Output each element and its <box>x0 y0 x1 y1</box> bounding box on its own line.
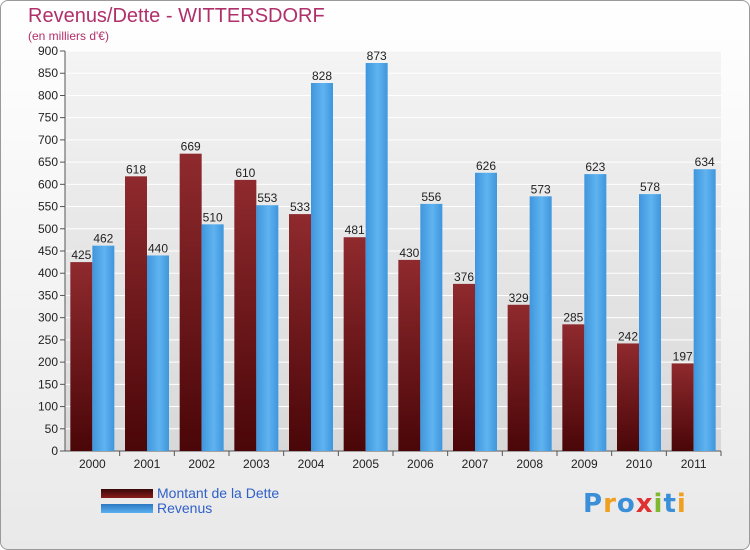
data-label: 376 <box>454 270 474 284</box>
bar-dette <box>617 343 639 451</box>
y-tick-label: 250 <box>38 333 58 347</box>
logo-letter: x <box>635 489 654 519</box>
data-label: 573 <box>531 182 551 196</box>
logo-letter: i <box>653 489 664 519</box>
data-label: 623 <box>585 160 605 174</box>
x-tick-label: 2002 <box>188 457 215 471</box>
x-tick-label: 2009 <box>571 457 598 471</box>
y-tick-label: 0 <box>51 444 58 458</box>
bar-revenus <box>693 169 716 451</box>
bar-revenus <box>529 196 552 451</box>
x-tick-label: 2003 <box>243 457 270 471</box>
y-tick-label: 750 <box>38 111 58 125</box>
y-tick-label: 400 <box>38 266 58 280</box>
data-label: 626 <box>476 159 496 173</box>
bar-revenus <box>475 172 497 451</box>
bar-dette <box>179 153 202 451</box>
y-tick-label: 800 <box>38 88 58 102</box>
bar-revenus <box>92 245 115 451</box>
x-tick-label: 2006 <box>407 457 434 471</box>
logo-letter: i <box>676 489 687 519</box>
y-tick-label: 600 <box>38 177 58 191</box>
bar-dette <box>507 304 530 451</box>
bar-dette <box>453 283 475 451</box>
bar-revenus <box>639 194 661 451</box>
y-tick-label: 450 <box>38 244 58 258</box>
x-tick-label: 2010 <box>626 457 653 471</box>
bar-revenus <box>584 174 607 451</box>
legend-label-dette: Montant de la Dette <box>157 485 280 501</box>
bar-revenus <box>201 224 224 451</box>
y-tick-label: 700 <box>38 133 58 147</box>
data-label: 285 <box>563 310 583 324</box>
bar-dette <box>671 363 694 451</box>
y-tick-label: 500 <box>38 222 58 236</box>
bar-dette <box>70 262 93 451</box>
data-label: 578 <box>640 180 660 194</box>
data-label: 481 <box>345 223 365 237</box>
bar-revenus <box>420 203 443 451</box>
data-label: 425 <box>71 248 91 262</box>
data-label: 440 <box>148 241 168 255</box>
data-label: 242 <box>618 329 638 343</box>
data-label: 462 <box>93 232 113 246</box>
bar-revenus <box>365 63 388 451</box>
y-tick-label: 350 <box>38 288 58 302</box>
bar-dette <box>343 237 366 451</box>
x-tick-label: 2011 <box>681 457 707 471</box>
data-label: 329 <box>509 291 529 305</box>
data-label: 430 <box>399 246 419 260</box>
x-tick-label: 2000 <box>79 457 106 471</box>
x-tick-label: 2007 <box>462 457 489 471</box>
y-tick-label: 100 <box>38 400 58 414</box>
bar-dette <box>125 176 147 452</box>
data-label: 510 <box>203 210 223 224</box>
data-label: 828 <box>312 69 332 83</box>
x-tick-label: 2008 <box>516 457 543 471</box>
bar-dette <box>398 259 421 451</box>
y-tick-label: 300 <box>38 311 58 325</box>
bar-chart: 0 50 100 150 200 250 300 350 400 450 500 550 600 650 7… <box>38 44 722 471</box>
data-label: 634 <box>695 155 715 169</box>
legend-swatch-revenus <box>101 504 153 513</box>
logo-letter: P <box>583 489 604 519</box>
y-tick-label: 650 <box>38 155 58 169</box>
y-tick-label: 150 <box>38 377 58 391</box>
logo-letter: o <box>616 489 636 519</box>
y-tick-label: 50 <box>45 422 59 436</box>
bar-dette <box>234 179 257 451</box>
legend-swatch-dette <box>101 489 153 498</box>
proxiti-logo: Proxiti <box>583 489 687 519</box>
data-label: 873 <box>367 49 387 63</box>
data-label: 669 <box>181 140 201 154</box>
bar-revenus <box>311 83 333 451</box>
data-label: 533 <box>290 200 310 214</box>
x-tick-label: 2004 <box>298 457 325 471</box>
y-tick-label: 550 <box>38 200 58 214</box>
data-label: 553 <box>257 191 277 205</box>
y-tick-label: 200 <box>38 355 58 369</box>
y-tick-label: 850 <box>38 66 58 80</box>
x-tick-label: 2001 <box>134 457 161 471</box>
x-tick-label: 2005 <box>352 457 379 471</box>
legend-label-revenus: Revenus <box>157 500 213 516</box>
bar-revenus <box>147 255 169 451</box>
data-label: 618 <box>126 162 146 176</box>
y-tick-label: 900 <box>38 44 58 58</box>
bar-revenus <box>256 205 279 451</box>
chart-subtitle: (en milliers d'€) <box>28 29 109 43</box>
chart-title: Revenus/Dette - WITTERSDORF <box>28 5 325 27</box>
data-label: 610 <box>235 166 255 180</box>
bar-dette <box>289 214 311 451</box>
logo-letter: t <box>663 489 677 519</box>
data-label: 556 <box>421 190 441 204</box>
logo-letter: r <box>603 489 617 519</box>
data-label: 197 <box>673 349 693 363</box>
bar-dette <box>562 324 585 451</box>
